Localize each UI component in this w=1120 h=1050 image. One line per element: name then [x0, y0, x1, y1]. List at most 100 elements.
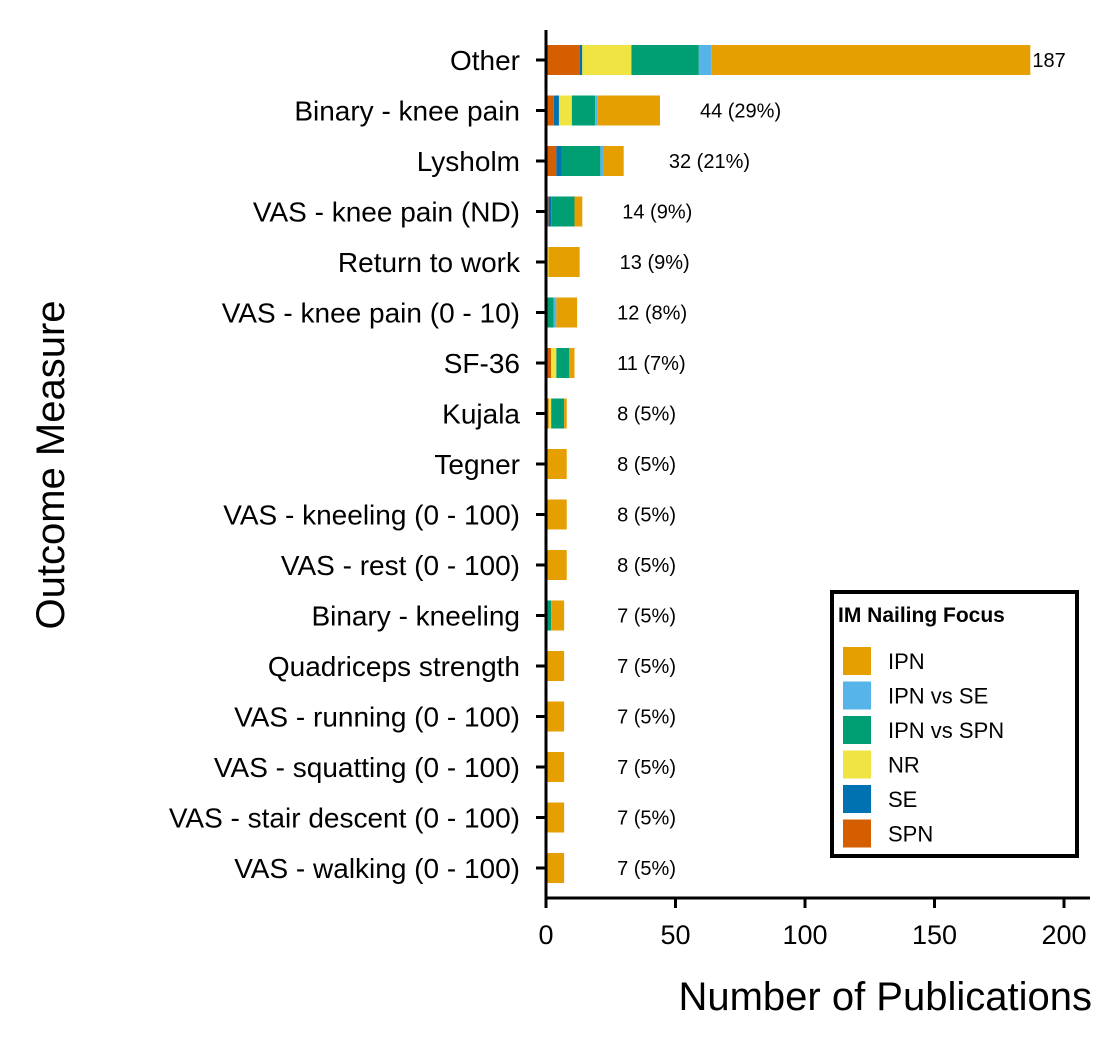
legend-entries: IPN IPN vs SE IPN vs SPN NR SE SPN [843, 647, 1004, 848]
bar-segment-se-binary-knee-pain [553, 95, 559, 126]
legend-box [830, 590, 1079, 858]
bar-value-label: 11 (7%) [617, 353, 686, 375]
bar-segment-spn-lysholm [546, 146, 557, 176]
x-tick-label: 50 [660, 920, 690, 950]
legend-swatch-ipn-vs-se [843, 681, 871, 710]
bar-value-label: 8 (5%) [617, 505, 676, 527]
x-axis-title: Number of Publications [678, 975, 1092, 1019]
bar-segment-ipn-vs-spn-binary-kneeling [546, 600, 552, 631]
bar-value-label: 32 (21%) [669, 151, 750, 173]
bar-segment-ipn-quadriceps-strength [546, 651, 565, 681]
legend-swatch-se [843, 785, 871, 813]
y-tick-label: Other [450, 45, 520, 76]
bar-segment-ipn-binary-kneeling [551, 600, 565, 631]
bar-labels-group: 187 44 (29%) 32 (21%) 14 (9%) 13 (9%) 12 (8%)… [617, 50, 1066, 880]
bar-segment-ipn-vs-spn-binary-knee-pain [571, 95, 596, 126]
bar-segment-ipn-vs-spn-vas-knee-pain-nd [551, 196, 575, 227]
bar-segment-ipn-vas-walking-0-100 [546, 853, 565, 883]
bar-value-label: 13 (9%) [620, 252, 690, 274]
bar-segment-se-lysholm [556, 146, 562, 176]
bar-segment-ipn-lysholm [602, 146, 624, 176]
y-axis-title: Outcome Measure [29, 300, 73, 629]
bar-segment-ipn-vs-spn-sf-36 [556, 348, 570, 378]
x-tick-label: 100 [782, 920, 827, 950]
bar-value-label: 14 (9%) [622, 202, 692, 224]
bar-segment-se-vas-knee-pain-nd [548, 196, 552, 227]
bar-segment-nr-kujala [548, 398, 552, 429]
bar-segment-nr-sf-36 [551, 348, 557, 378]
y-tick-label: VAS - kneeling (0 - 100) [223, 500, 520, 531]
y-axis-ticks: Other Binary - knee pain Lysholm VAS - knee… [169, 45, 546, 884]
y-tick-label: VAS - walking (0 - 100) [234, 853, 520, 884]
bar-segment-ipn-vs-se-binary-knee-pain [595, 95, 598, 126]
y-tick-label: SF-36 [444, 348, 520, 379]
legend-label-ipn: IPN [888, 649, 925, 674]
legend-label-nr: NR [888, 753, 920, 778]
bar-value-label: 12 (8%) [617, 303, 687, 325]
y-tick-label: VAS - squatting (0 - 100) [214, 752, 520, 783]
y-tick-label: VAS - knee pain (ND) [253, 197, 520, 228]
bar-segment-ipn-vs-se-lysholm [600, 146, 603, 176]
bar-segment-se-other [579, 45, 583, 75]
bars-group [546, 45, 1031, 883]
bar-segment-ipn-sf-36 [569, 348, 575, 378]
y-tick-label: Quadriceps strength [268, 651, 520, 682]
bar-segment-spn-other [546, 45, 580, 75]
y-tick-label: VAS - knee pain (0 - 10) [222, 298, 520, 329]
legend-label-ipn-vs-se: IPN vs SE [888, 684, 988, 709]
y-tick-label: VAS - stair descent (0 - 100) [169, 803, 520, 834]
x-tick-label: 150 [912, 920, 957, 950]
bar-segment-ipn-vas-squatting-0-100 [546, 752, 565, 782]
x-tick-label: 0 [538, 920, 553, 950]
bar-segment-ipn-vas-knee-pain-nd [574, 196, 583, 227]
bar-segment-ipn-vs-spn-other [631, 45, 699, 75]
bar-segment-spn-binary-knee-pain [546, 95, 554, 126]
y-tick-label: Tegner [434, 449, 520, 480]
bar-segment-ipn-vs-spn-vas-knee-pain-0-10 [546, 297, 554, 328]
y-tick-label: VAS - rest (0 - 100) [281, 550, 520, 581]
bar-value-label: 8 (5%) [617, 555, 676, 577]
bar-value-label: 7 (5%) [617, 707, 676, 729]
bar-segment-ipn-vs-spn-kujala [551, 398, 565, 429]
y-tick-label: Kujala [442, 399, 520, 430]
legend-label-se: SE [888, 787, 917, 812]
bar-segment-ipn-kujala [564, 398, 567, 429]
bar-value-label: 7 (5%) [617, 808, 676, 830]
bar-segment-ipn-vs-se-other [698, 45, 712, 75]
bar-segment-ipn-vs-se-vas-knee-pain-0-10 [553, 297, 557, 328]
bar-value-label: 7 (5%) [617, 656, 676, 678]
bar-value-label: 7 (5%) [617, 858, 676, 880]
bar-segment-ipn-binary-knee-pain [597, 95, 660, 126]
bar-segment-ipn-vas-kneeling-0-100 [546, 499, 567, 530]
bar-value-label: 8 (5%) [617, 404, 676, 426]
y-tick-label: Binary - kneeling [311, 601, 520, 632]
legend-swatch-nr [843, 750, 871, 779]
legend-title: IM Nailing Focus [838, 604, 1005, 627]
legend: IM Nailing Focus IPN IPN vs SE IPN vs SPN N… [830, 590, 1079, 858]
bar-segment-nr-binary-knee-pain [558, 95, 572, 126]
legend-swatch-ipn-vs-spn [843, 716, 871, 744]
bar-segment-ipn-tegner [546, 449, 567, 479]
bar-value-label: 187 [1032, 50, 1065, 72]
x-axis-ticks: 0 50 100 150 200 [538, 898, 1087, 950]
bar-segment-ipn-vas-running-0-100 [546, 701, 565, 732]
bar-segment-ipn-vas-stair-descent-0-100 [546, 802, 565, 833]
bar-segment-nr-other [582, 45, 632, 75]
bar-value-label: 7 (5%) [617, 606, 676, 628]
bar-segment-ipn-other [711, 45, 1031, 75]
y-tick-label: Binary - knee pain [294, 96, 520, 127]
bar-segment-ipn-vas-rest-0-100 [546, 550, 567, 580]
bar-value-label: 44 (29%) [700, 101, 781, 123]
bar-segment-ipn-vas-knee-pain-0-10 [556, 297, 578, 328]
y-tick-label: Lysholm [417, 146, 520, 177]
legend-swatch-spn [843, 819, 871, 848]
legend-label-ipn-vs-spn: IPN vs SPN [888, 718, 1004, 743]
legend-swatch-ipn [843, 647, 871, 675]
bar-value-label: 8 (5%) [617, 454, 676, 476]
bar-segment-spn-sf-36 [546, 348, 552, 378]
y-tick-label: VAS - running (0 - 100) [234, 702, 520, 733]
x-tick-label: 200 [1041, 920, 1086, 950]
bar-segment-ipn-vs-spn-lysholm [561, 146, 601, 176]
legend-label-spn: SPN [888, 822, 933, 847]
